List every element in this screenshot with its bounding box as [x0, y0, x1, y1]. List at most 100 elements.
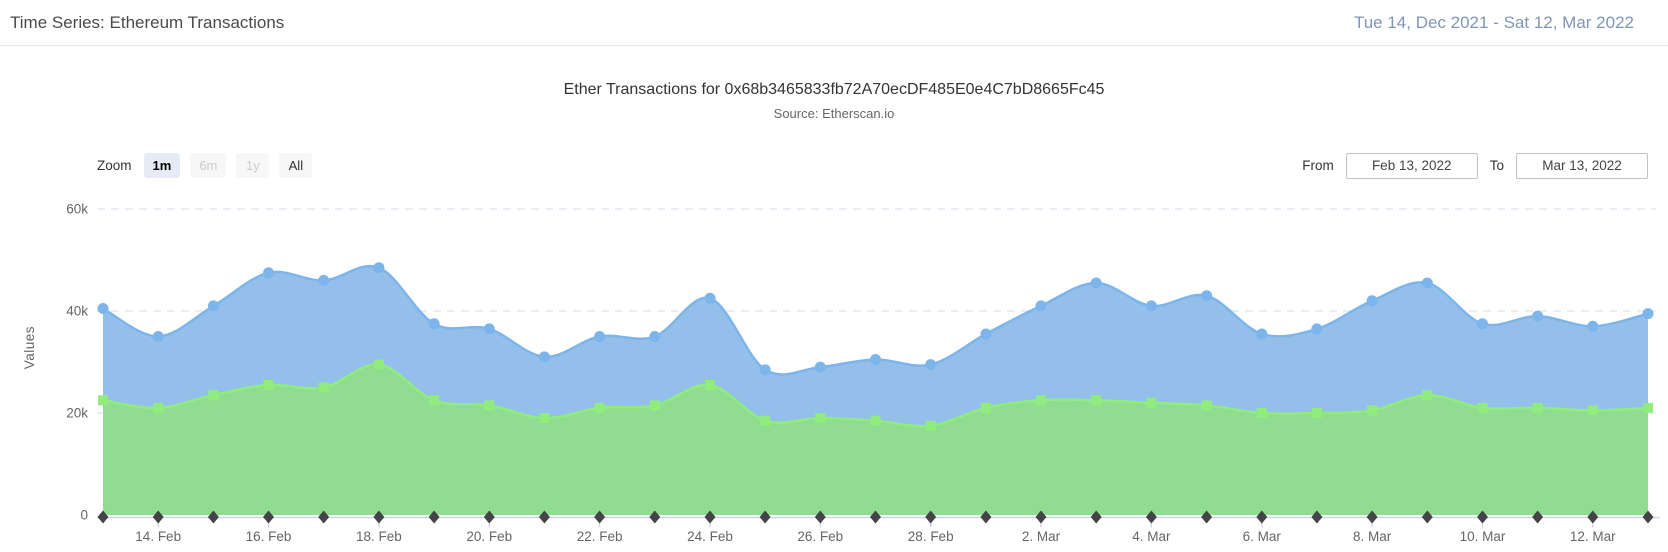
- data-point-marker[interactable]: [1366, 295, 1378, 307]
- data-point-marker[interactable]: [97, 303, 109, 314]
- data-point-marker[interactable]: [1035, 300, 1047, 312]
- data-point-marker[interactable]: [1145, 300, 1157, 312]
- data-point-marker[interactable]: [1256, 510, 1268, 524]
- data-point-marker[interactable]: [263, 267, 274, 279]
- data-point-marker[interactable]: [484, 400, 495, 411]
- data-point-marker[interactable]: [870, 510, 881, 524]
- data-point-marker[interactable]: [1311, 510, 1323, 524]
- data-point-marker[interactable]: [263, 510, 274, 524]
- from-date-input[interactable]: [1345, 152, 1478, 179]
- data-point-marker[interactable]: [870, 354, 881, 365]
- data-point-marker[interactable]: [1642, 308, 1654, 320]
- data-point-marker[interactable]: [925, 420, 936, 431]
- data-point-marker[interactable]: [760, 415, 771, 426]
- data-point-marker[interactable]: [814, 510, 826, 524]
- data-point-marker[interactable]: [1256, 408, 1267, 418]
- data-point-marker[interactable]: [1201, 510, 1213, 524]
- data-point-marker[interactable]: [153, 402, 164, 413]
- data-point-marker[interactable]: [318, 382, 329, 393]
- data-point-marker[interactable]: [1311, 323, 1323, 335]
- data-point-marker[interactable]: [1201, 290, 1213, 302]
- data-point-marker[interactable]: [704, 292, 716, 304]
- chart-title: Ether Transactions for 0x68b3465833fb72A…: [563, 81, 1105, 98]
- data-point-marker[interactable]: [1036, 395, 1046, 406]
- data-point-marker[interactable]: [1421, 277, 1433, 289]
- data-point-marker[interactable]: [594, 331, 606, 342]
- data-point-marker[interactable]: [483, 510, 495, 524]
- data-point-marker[interactable]: [1035, 510, 1047, 524]
- data-point-marker[interactable]: [759, 364, 771, 376]
- page-header: Time Series: Ethereum Transactions Tue 1…: [0, 0, 1668, 46]
- data-point-marker[interactable]: [1477, 402, 1488, 413]
- data-point-marker[interactable]: [318, 510, 330, 524]
- data-point-marker[interactable]: [539, 413, 550, 424]
- to-date-input[interactable]: [1516, 152, 1648, 179]
- data-point-marker[interactable]: [815, 413, 826, 424]
- data-point-marker[interactable]: [1532, 310, 1544, 322]
- data-point-marker[interactable]: [1146, 397, 1157, 408]
- data-point-marker[interactable]: [1201, 400, 1212, 411]
- data-point-marker[interactable]: [1366, 510, 1378, 524]
- x-tick-label: 6. Mar: [1243, 529, 1282, 544]
- data-point-marker[interactable]: [1643, 402, 1653, 413]
- data-point-marker[interactable]: [1642, 510, 1654, 524]
- data-point-marker[interactable]: [1421, 510, 1433, 524]
- data-point-marker[interactable]: [1367, 405, 1378, 416]
- data-point-marker[interactable]: [207, 510, 219, 524]
- data-point-marker[interactable]: [594, 510, 606, 524]
- zoom-button-1m[interactable]: 1m: [143, 153, 181, 178]
- data-point-marker[interactable]: [980, 402, 991, 413]
- data-point-marker[interactable]: [1477, 318, 1488, 330]
- data-point-marker[interactable]: [373, 510, 385, 524]
- data-point-marker[interactable]: [1090, 277, 1102, 289]
- data-point-marker[interactable]: [1532, 402, 1543, 413]
- data-point-marker[interactable]: [152, 331, 164, 342]
- data-point-marker[interactable]: [814, 361, 826, 373]
- data-point-marker[interactable]: [1091, 395, 1102, 406]
- data-point-marker[interactable]: [373, 359, 384, 370]
- zoom-button-all[interactable]: All: [279, 153, 313, 178]
- data-point-marker[interactable]: [1587, 510, 1599, 524]
- data-point-marker[interactable]: [428, 318, 440, 330]
- data-point-marker[interactable]: [97, 510, 109, 524]
- data-point-marker[interactable]: [705, 380, 715, 390]
- x-tick-label: 18. Feb: [356, 529, 402, 544]
- data-point-marker[interactable]: [925, 359, 937, 371]
- data-point-marker[interactable]: [1587, 405, 1598, 416]
- data-point-marker[interactable]: [1477, 510, 1488, 524]
- data-point-marker[interactable]: [98, 395, 108, 406]
- data-point-marker[interactable]: [1256, 328, 1268, 340]
- data-point-marker[interactable]: [1311, 408, 1322, 418]
- data-point-marker[interactable]: [428, 510, 440, 524]
- zoom-button-6m: 6m: [190, 153, 227, 178]
- x-tick-label: 2. Mar: [1022, 529, 1061, 544]
- data-point-marker[interactable]: [1090, 510, 1102, 524]
- data-point-marker[interactable]: [649, 510, 661, 524]
- data-point-marker[interactable]: [980, 328, 992, 340]
- data-point-marker[interactable]: [208, 390, 219, 401]
- data-point-marker[interactable]: [483, 323, 495, 335]
- data-point-marker[interactable]: [538, 351, 550, 363]
- data-point-marker[interactable]: [649, 400, 660, 411]
- data-point-marker[interactable]: [373, 262, 385, 274]
- data-point-marker[interactable]: [980, 510, 992, 524]
- data-point-marker[interactable]: [704, 510, 716, 524]
- data-point-marker[interactable]: [1145, 510, 1157, 524]
- data-point-marker[interactable]: [594, 402, 605, 413]
- data-point-marker[interactable]: [263, 380, 274, 390]
- data-point-marker[interactable]: [1422, 390, 1433, 401]
- plot-area[interactable]: 0 20k 40k 60k 14. Feb 16. Feb 18. Feb 20. Feb 22…: [0, 180, 1668, 552]
- data-point-marker[interactable]: [925, 510, 937, 524]
- data-point-marker[interactable]: [759, 510, 771, 524]
- zoom-button-1y: 1y: [236, 153, 270, 178]
- data-point-marker[interactable]: [1532, 510, 1544, 524]
- data-point-marker[interactable]: [649, 331, 661, 342]
- data-point-marker[interactable]: [870, 415, 881, 426]
- data-point-marker[interactable]: [1587, 320, 1599, 332]
- chart-svg[interactable]: 0 20k 40k 60k 14. Feb 16. Feb 18. Feb 20. Feb 22…: [0, 180, 1668, 552]
- data-point-marker[interactable]: [429, 395, 440, 406]
- data-point-marker[interactable]: [318, 274, 330, 286]
- data-point-marker[interactable]: [207, 300, 219, 312]
- data-point-marker[interactable]: [152, 510, 164, 524]
- data-point-marker[interactable]: [538, 510, 550, 524]
